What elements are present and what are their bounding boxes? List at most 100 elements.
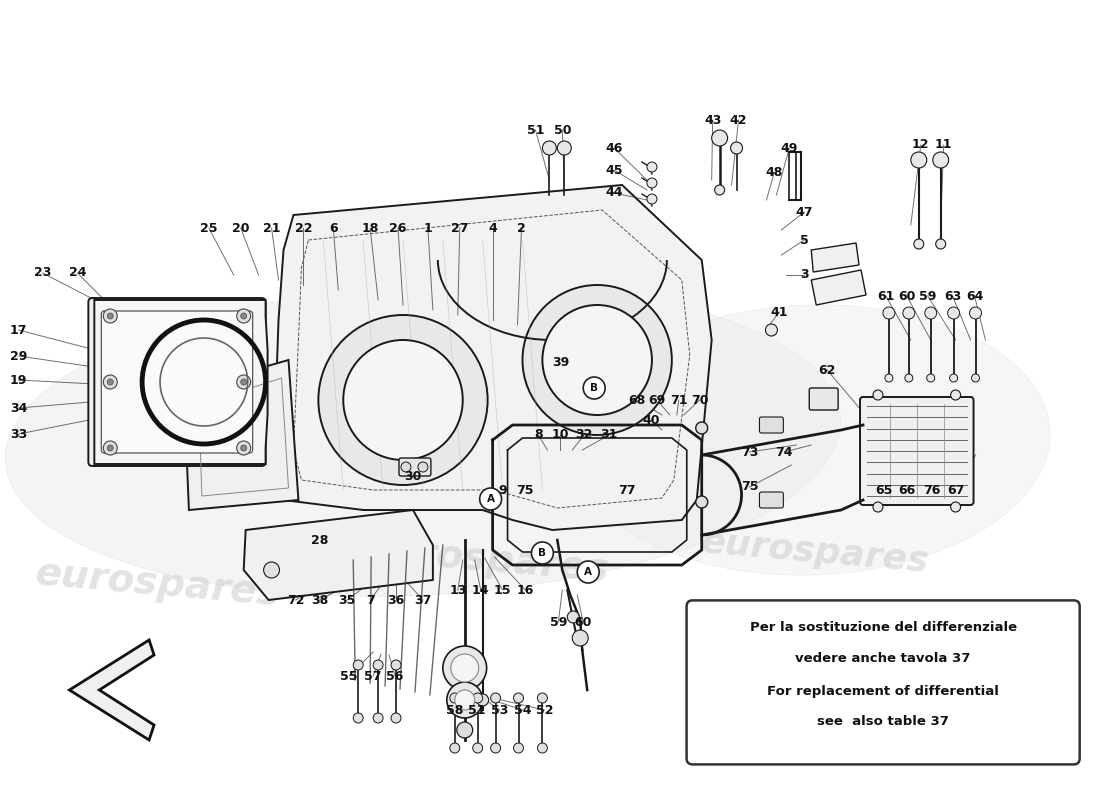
Circle shape (948, 307, 959, 319)
Circle shape (447, 682, 483, 718)
FancyBboxPatch shape (759, 492, 783, 508)
Text: 67: 67 (947, 483, 965, 497)
Circle shape (538, 693, 548, 703)
Text: vedere anche tavola 37: vedere anche tavola 37 (795, 651, 971, 665)
Text: 68: 68 (628, 394, 646, 406)
Text: 26: 26 (389, 222, 407, 234)
FancyBboxPatch shape (686, 600, 1080, 765)
Circle shape (925, 307, 937, 319)
Text: 6: 6 (329, 222, 338, 234)
Circle shape (522, 285, 672, 435)
FancyBboxPatch shape (399, 458, 431, 476)
Text: 65: 65 (876, 483, 892, 497)
Text: 3: 3 (800, 269, 808, 282)
Text: 58: 58 (447, 703, 463, 717)
Text: 75: 75 (516, 483, 534, 497)
Text: 17: 17 (10, 323, 28, 337)
Text: 70: 70 (691, 394, 708, 406)
Text: eurospares: eurospares (34, 554, 282, 614)
Text: 61: 61 (877, 290, 894, 302)
Circle shape (450, 743, 460, 753)
Text: 41: 41 (771, 306, 788, 318)
Text: 51: 51 (527, 123, 544, 137)
Circle shape (402, 462, 411, 472)
Text: 62: 62 (818, 363, 836, 377)
Circle shape (241, 379, 246, 385)
Circle shape (933, 152, 948, 168)
Text: Per la sostituzione del differenziale: Per la sostituzione del differenziale (749, 621, 1016, 634)
Circle shape (936, 239, 946, 249)
Text: 34: 34 (10, 402, 28, 414)
Text: 51: 51 (468, 703, 485, 717)
Text: For replacement of differential: For replacement of differential (767, 685, 999, 698)
Text: 2: 2 (517, 222, 526, 234)
Ellipse shape (572, 305, 1050, 575)
Text: 73: 73 (740, 446, 758, 458)
Circle shape (241, 313, 246, 319)
Text: 4: 4 (488, 222, 497, 234)
Circle shape (108, 379, 113, 385)
FancyBboxPatch shape (860, 397, 974, 505)
Text: 5: 5 (800, 234, 808, 246)
Circle shape (108, 313, 113, 319)
Text: 63: 63 (944, 290, 961, 302)
Circle shape (558, 141, 571, 155)
Circle shape (491, 743, 501, 753)
Circle shape (531, 542, 553, 564)
Circle shape (950, 390, 960, 400)
Circle shape (572, 630, 588, 646)
Text: 15: 15 (494, 583, 512, 597)
Text: 11: 11 (935, 138, 953, 151)
Text: 19: 19 (10, 374, 28, 386)
Circle shape (392, 660, 402, 670)
Circle shape (353, 713, 363, 723)
Text: eurospares: eurospares (700, 525, 931, 579)
Text: B: B (538, 548, 547, 558)
Circle shape (236, 375, 251, 389)
Polygon shape (811, 243, 859, 272)
Text: 24: 24 (68, 266, 86, 279)
Text: 13: 13 (449, 583, 466, 597)
Circle shape (236, 441, 251, 455)
Text: 52: 52 (536, 703, 553, 717)
Text: 39: 39 (552, 357, 569, 370)
Circle shape (454, 690, 475, 710)
Text: 71: 71 (670, 394, 688, 406)
Text: 44: 44 (605, 186, 623, 199)
Circle shape (542, 305, 652, 415)
Circle shape (343, 340, 463, 460)
Circle shape (514, 693, 524, 703)
Text: 43: 43 (704, 114, 722, 126)
Circle shape (695, 496, 707, 508)
Text: 53: 53 (491, 703, 508, 717)
Circle shape (568, 611, 580, 623)
Circle shape (903, 307, 915, 319)
Text: 22: 22 (295, 222, 312, 234)
Circle shape (542, 141, 557, 155)
Text: A: A (486, 494, 495, 504)
Circle shape (353, 660, 363, 670)
Circle shape (914, 239, 924, 249)
Circle shape (883, 307, 895, 319)
Text: B: B (591, 383, 598, 393)
Text: 21: 21 (263, 222, 280, 234)
Circle shape (766, 324, 778, 336)
Text: 8: 8 (535, 429, 542, 442)
Text: 14: 14 (472, 583, 490, 597)
Text: 66: 66 (899, 483, 915, 497)
Text: 48: 48 (766, 166, 783, 178)
Polygon shape (244, 510, 433, 600)
Text: 42: 42 (729, 114, 747, 126)
Circle shape (392, 713, 402, 723)
Circle shape (949, 374, 958, 382)
Polygon shape (69, 640, 154, 740)
Circle shape (911, 152, 926, 168)
Text: 77: 77 (618, 483, 636, 497)
Text: 47: 47 (795, 206, 813, 218)
Circle shape (473, 693, 483, 703)
Circle shape (480, 488, 502, 510)
Text: 46: 46 (605, 142, 623, 154)
Circle shape (318, 315, 487, 485)
Text: see  also table 37: see also table 37 (817, 715, 949, 729)
Text: 57: 57 (364, 670, 382, 682)
